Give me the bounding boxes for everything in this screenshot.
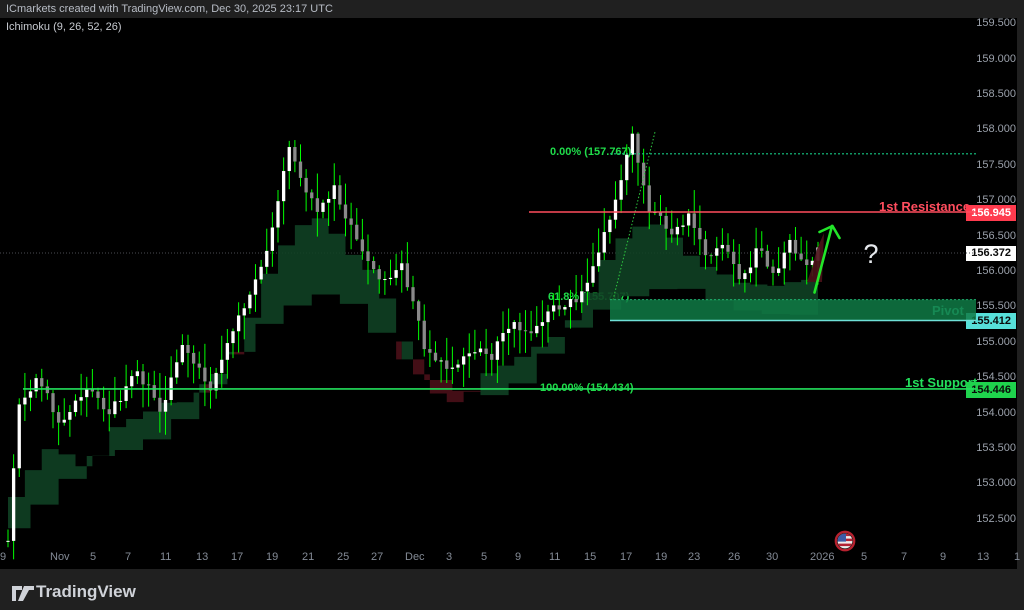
svg-text:?: ? [863, 239, 878, 269]
